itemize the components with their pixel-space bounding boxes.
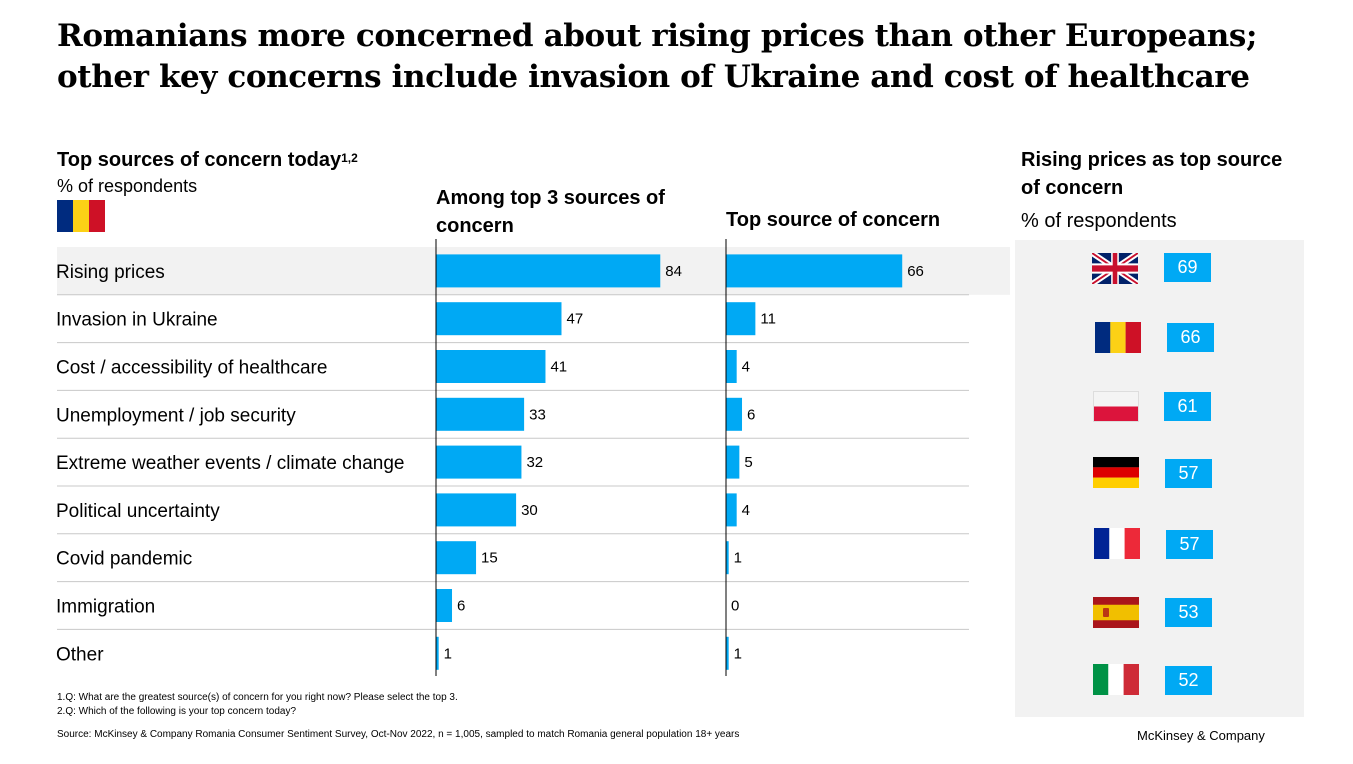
bar-label-s1-other: 1 [444,645,452,662]
bar-s1-extreme-weather-events-climate-change [436,445,522,479]
bar-s1-unemployment-job-security [436,397,525,431]
category-label-rising-prices: Rising prices [56,262,165,283]
uk-flag-icon [1092,253,1138,284]
category-label-immigration: Immigration [56,597,155,618]
bar-label-s2-extreme-weather-events-climate-change: 5 [744,454,752,471]
bar-s1-invasion-in-ukraine [436,302,562,336]
italy-value: 52 [1165,666,1212,695]
bar-label-s1-extreme-weather-events-climate-change: 32 [526,454,543,471]
series-1-heading: Among top 3 sources of concern [436,187,665,237]
poland-flag-icon [1093,391,1139,422]
france-value: 57 [1166,530,1213,559]
bar-label-s2-immigration: 0 [731,598,739,615]
left-section-heading: Top sources of concern today1,2 [57,146,358,174]
category-label-other: Other [56,644,104,665]
france-flag-icon [1094,528,1140,559]
spain-value: 53 [1165,598,1212,627]
category-label-political-uncertainty: Political uncertainty [56,501,220,522]
bar-s2-invasion-in-ukraine [726,302,756,336]
footnote-2: 2.Q: Which of the following is your top … [57,706,297,717]
series-2-heading: Top source of concern [726,209,941,231]
bar-s1-other [436,636,439,670]
poland-value: 61 [1164,392,1211,421]
bar-s1-immigration [436,589,453,622]
italy-flag-icon [1093,664,1139,695]
bar-s2-cost-accessibility-of-healthcare [726,350,737,383]
side-panel-unit: % of respondents [1021,210,1177,232]
bar-s1-political-uncertainty [436,493,517,527]
bar-s1-rising-prices [436,254,661,288]
left-section-unit: % of respondents [57,176,198,196]
category-label-invasion-in-ukraine: Invasion in Ukraine [56,310,218,331]
bar-label-s2-other: 1 [734,645,742,662]
bar-s2-covid-pandemic [726,541,729,575]
germany-value: 57 [1165,459,1212,488]
romania-value: 66 [1167,323,1214,352]
bar-s2-unemployment-job-security [726,397,743,431]
bar-label-s2-political-uncertainty: 4 [742,502,750,519]
bar-s2-political-uncertainty [726,493,737,527]
bar-label-s1-invasion-in-ukraine: 47 [566,311,583,328]
brand-name: McKinsey & Company [1137,728,1265,743]
bar-label-s2-cost-accessibility-of-healthcare: 4 [742,359,750,376]
category-label-unemployment-job-security: Unemployment / job security [56,405,296,426]
bar-s1-cost-accessibility-of-healthcare [436,350,546,383]
germany-flag-icon [1093,457,1139,488]
bar-s1-covid-pandemic [436,541,477,575]
bar-label-s1-cost-accessibility-of-healthcare: 41 [550,359,567,376]
bar-s2-extreme-weather-events-climate-change [726,445,740,479]
side-panel [1015,240,1304,717]
page-title: Romanians more concerned about rising pr… [57,18,1258,95]
category-label-cost-accessibility-of-healthcare: Cost / accessibility of healthcare [56,358,327,379]
bar-label-s2-rising-prices: 66 [907,263,924,280]
bar-s2-rising-prices [726,254,903,288]
bar-label-s2-unemployment-job-security: 6 [747,406,755,423]
category-label-covid-pandemic: Covid pandemic [56,549,192,570]
footnote-1: 1.Q: What are the greatest source(s) of … [57,692,458,703]
side-panel-title: Rising prices as top source of concern [1021,149,1283,199]
romania-flag-icon [57,200,105,232]
bar-label-s2-invasion-in-ukraine: 11 [760,311,776,328]
bar-label-s1-rising-prices: 84 [665,263,682,280]
bar-label-s1-immigration: 6 [457,598,465,615]
bar-label-s1-covid-pandemic: 15 [481,550,498,567]
spain-flag-icon [1093,597,1139,628]
bar-label-s2-covid-pandemic: 1 [734,550,742,567]
bar-s2-other [726,636,729,670]
romania-flag-icon [1095,322,1141,353]
left-heading-text: Top sources of concern today [57,149,342,171]
left-heading-footnote-ref: 1,2 [341,151,358,165]
uk-value: 69 [1164,253,1211,282]
source-note: Source: McKinsey & Company Romania Consu… [57,729,740,740]
bar-label-s1-political-uncertainty: 30 [521,502,538,519]
bar-label-s1-unemployment-job-security: 33 [529,406,546,423]
category-label-extreme-weather-events-climate-change: Extreme weather events / climate change [56,453,405,474]
